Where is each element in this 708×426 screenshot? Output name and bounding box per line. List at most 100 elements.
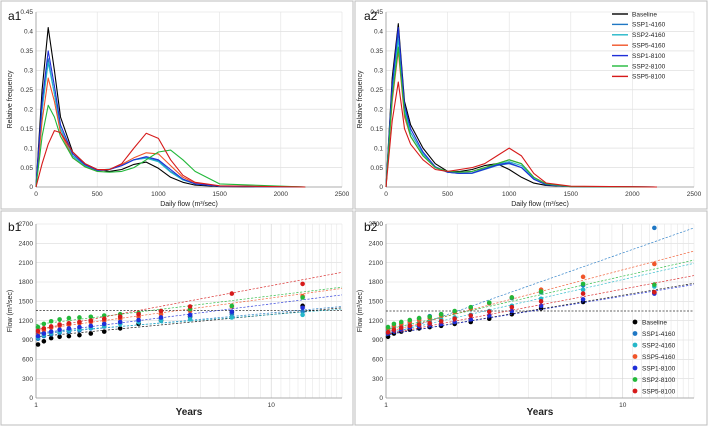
data-point-ssp2-4160: [187, 317, 193, 322]
data-point-ssp2-4160: [158, 318, 164, 323]
legend-marker-ssp2-8100: [632, 377, 638, 382]
panel-border: [0, 210, 354, 426]
panel-label: a1: [8, 9, 22, 23]
chart-panel-a2: 0 0.05 0.1 0.15 0.2 0.25 0.3 0.35 0.4 0.45 0 500 100…: [354, 0, 708, 210]
data-point-ssp5-8100: [35, 328, 41, 334]
data-point-ssp5-8100: [41, 326, 47, 331]
data-point-ssp5-8100: [88, 318, 94, 323]
data-point-ssp2-8100: [41, 321, 47, 327]
data-point-ssp1-8100: [35, 333, 41, 339]
legend: Baseline SSP1-4160 SSP2-4160 SSP5-4160 SSP1-…: [612, 11, 666, 81]
data-point-ssp2-8100: [229, 303, 235, 309]
trendline-ssp1-8100: [385, 284, 695, 336]
y-axis-title: Flow (m³/sec): [357, 290, 364, 332]
data-point-ssp2-8100: [538, 289, 544, 294]
y-tick-label: 0.25: [20, 87, 33, 94]
y-tick-label: 600: [372, 357, 383, 364]
data-point-ssp1-8100: [77, 324, 82, 330]
data-point-ssp5-8100: [407, 323, 413, 329]
data-point-ssp1-8100: [136, 317, 141, 323]
data-point-ssp5-8100: [136, 311, 141, 317]
series-line-baseline: [35, 27, 306, 188]
data-point-baseline: [57, 334, 62, 340]
x-tick-label: 2000: [274, 191, 289, 198]
legend-marker-ssp1-4160: [632, 331, 638, 336]
x-tick-label: 500: [92, 191, 103, 198]
data-point-ssp5-4160: [652, 261, 657, 267]
y-axis-title: Flow (m³/sec): [7, 290, 14, 332]
y-tick-label: 0.25: [370, 87, 383, 94]
trendline-ssp5-8100: [35, 271, 343, 331]
x-tick-label: 0: [384, 191, 388, 198]
data-point-ssp5-8100: [158, 308, 164, 314]
y-tick-label: 0.15: [370, 126, 383, 133]
legend-label-ssp1-8100: SSP1-8100: [632, 53, 666, 60]
data-point-ssp5-8100: [300, 281, 305, 287]
x-tick-label: 2000: [625, 191, 640, 198]
trendline-ssp1-8100: [35, 294, 343, 334]
y-tick-label: 0.35: [20, 48, 33, 55]
data-point-ssp5-8100: [538, 299, 544, 304]
data-point-ssp1-8100: [57, 327, 62, 332]
series-line-ssp1-8100: [35, 50, 306, 188]
legend-marker-ssp2-4160: [632, 342, 638, 348]
y-tick-label: 2700: [19, 221, 34, 228]
legend-label-ssp1-4160: SSP1-4160: [632, 22, 666, 29]
data-point-ssp2-8100: [438, 311, 444, 317]
data-point-ssp5-8100: [509, 304, 515, 310]
data-point-ssp1-8100: [48, 329, 54, 334]
data-point-ssp2-8100: [391, 321, 397, 327]
data-point-baseline: [486, 316, 492, 322]
data-point-ssp5-8100: [101, 316, 107, 322]
y-tick-label: 300: [372, 376, 383, 383]
chart-panel-b1: 0 300 600 900 1200 1500 1800 2100 2400 2700 1 10 Yea…: [0, 210, 354, 426]
y-tick-label: 0.2: [374, 106, 383, 113]
y-tick-label: 300: [22, 376, 33, 383]
y-tick-label: 0.1: [24, 145, 33, 152]
y-tick-label: 0.35: [370, 48, 383, 55]
legend-label-ssp5-4160: SSP5-4160: [642, 354, 676, 361]
y-axis-title: Relative frequency: [357, 70, 364, 128]
x-tick-label: 1000: [502, 191, 517, 198]
trendline-ssp1-4160: [385, 227, 695, 337]
legend-marker-ssp5-8100: [632, 388, 638, 394]
data-point-ssp2-8100: [48, 319, 54, 324]
data-point-ssp1-8100: [486, 313, 492, 318]
data-point-ssp1-4160: [300, 309, 305, 314]
data-point-ssp2-8100: [486, 300, 492, 305]
data-point-baseline: [88, 331, 94, 336]
data-point-ssp1-8100: [580, 297, 586, 302]
y-tick-label: 1200: [19, 318, 34, 325]
data-point-ssp2-8100: [416, 315, 422, 321]
data-point-ssp2-8100: [580, 281, 586, 287]
x-tick-label: 0: [34, 191, 38, 198]
data-point-ssp5-8100: [398, 325, 404, 331]
data-point-ssp5-8100: [187, 304, 193, 309]
data-point-ssp1-8100: [41, 331, 47, 336]
y-tick-label: 0: [379, 395, 383, 402]
y-tick-label: 0.15: [20, 126, 33, 133]
data-point-baseline: [48, 335, 54, 341]
y-tick-label: 2100: [19, 260, 34, 267]
data-point-ssp2-4160: [300, 312, 305, 318]
series-line-ssp2-4160: [385, 38, 658, 188]
data-point-ssp5-8100: [452, 316, 457, 322]
data-point-ssp1-8100: [158, 315, 164, 320]
legend-label-baseline: Baseline: [642, 319, 667, 326]
chart-panel-b2: 0 300 600 900 1200 1500 1800 2100 2400 2700 1 10 Yea…: [354, 210, 708, 426]
data-point-ssp1-8100: [538, 303, 544, 309]
x-tick-label: 1500: [212, 191, 227, 198]
data-point-ssp5-8100: [229, 291, 235, 296]
x-axis-title: Years: [527, 407, 554, 418]
trendline-baseline: [35, 307, 343, 338]
y-tick-label: 2700: [369, 221, 384, 228]
legend-label-ssp2-8100: SSP2-8100: [632, 63, 666, 70]
data-point-baseline: [101, 329, 107, 334]
legend-label-ssp2-4160: SSP2-4160: [632, 32, 666, 39]
data-point-ssp2-8100: [300, 295, 305, 300]
x-axis-title: Years: [176, 407, 203, 418]
legend-label-baseline: Baseline: [632, 11, 657, 18]
x-tick-label: 500: [442, 191, 453, 198]
data-point-ssp1-4160: [652, 225, 657, 231]
